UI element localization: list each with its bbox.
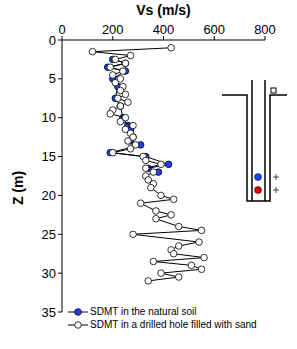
svg-text:20: 20 [42,188,56,203]
svg-text:800: 800 [254,22,276,37]
html-text:SDMT in the natural soil: SDMT in the natural soil [90,306,197,317]
svg-text:0: 0 [58,22,65,37]
svg-text:30: 30 [42,266,56,281]
svg-text:25: 25 [42,227,56,242]
svg-text:15: 15 [42,149,56,164]
svg-text:400: 400 [153,22,175,37]
svg-text:0: 0 [49,33,56,48]
svg-text:5: 5 [49,71,56,86]
svg-text:10: 10 [42,110,56,125]
svg-text:200: 200 [102,22,124,37]
svg-text:35: 35 [42,305,56,320]
html-text:Z (m): Z (m) [10,170,26,206]
html-text:SDMT in a drilled hole filled: SDMT in a drilled hole filled with sand [90,319,257,330]
svg-text:600: 600 [203,22,225,37]
html-text:Vs (m/s): Vs (m/s) [136,2,191,18]
